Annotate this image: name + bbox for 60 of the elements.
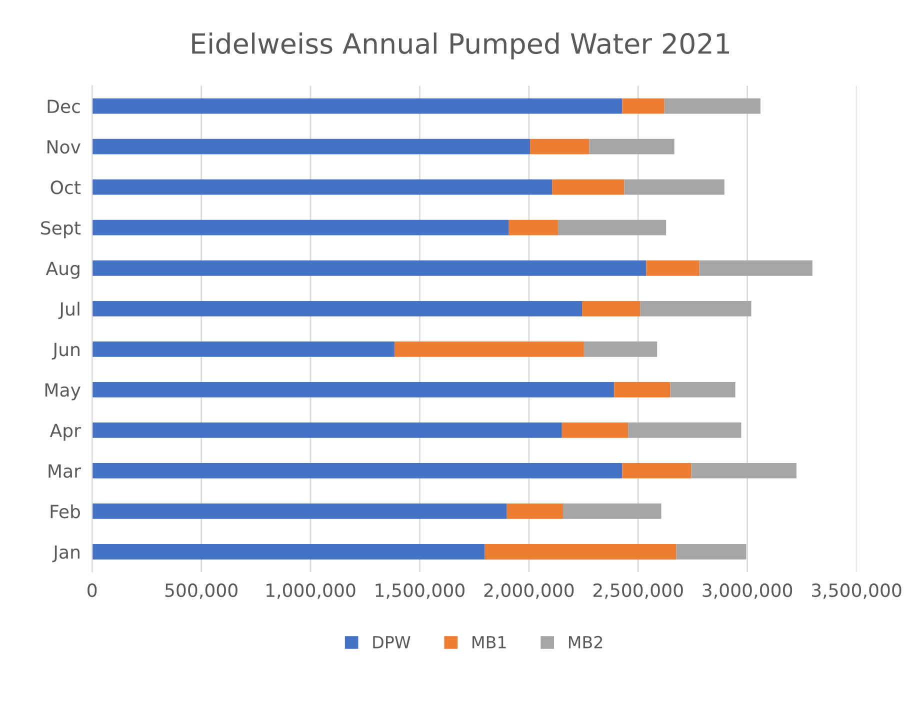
bar — [691, 463, 796, 478]
x-tick-label: 3,500,000 — [812, 583, 902, 599]
bar — [484, 544, 676, 560]
bar — [508, 220, 558, 236]
x-tick-label: 3,000,000 — [702, 583, 792, 599]
bar — [92, 179, 552, 195]
bar — [92, 382, 614, 398]
y-tick-label: Oct — [50, 180, 81, 194]
y-tick-label: May — [45, 383, 80, 400]
y-tick-label: Sept — [41, 221, 81, 238]
y-tick-label: Jul — [58, 302, 80, 320]
legend-label: MB1 — [472, 636, 506, 648]
x-tick-label: 1,500,000 — [376, 583, 464, 599]
x-tick-label: 1,000,000 — [266, 583, 356, 599]
legend-label: MB2 — [568, 636, 602, 648]
bar — [699, 260, 812, 276]
bar — [582, 300, 640, 316]
bar — [622, 98, 664, 114]
chart-title: Eidelweiss Annual Pumped Water 2021 — [192, 32, 730, 60]
y-tick-label: Jun — [52, 342, 80, 360]
bar — [394, 341, 584, 357]
bar — [92, 220, 509, 236]
x-tick-label: 2,500,000 — [594, 583, 683, 599]
y-tick-label: Jan — [52, 545, 80, 562]
bar — [92, 341, 395, 357]
bar — [670, 382, 736, 398]
bar — [92, 422, 562, 438]
y-tick-label: Aug — [46, 262, 80, 279]
x-tick-label: 500,000 — [165, 583, 238, 599]
bar — [530, 138, 590, 154]
y-tick-label: Apr — [50, 424, 81, 441]
bar — [92, 300, 582, 316]
y-tick-label: Mar — [48, 464, 81, 478]
bar — [622, 463, 692, 478]
y-tick-label: Dec — [48, 100, 80, 114]
bar — [92, 138, 530, 154]
bar — [664, 98, 760, 114]
bar — [552, 179, 624, 195]
bar — [624, 179, 724, 195]
bar — [640, 300, 752, 316]
bar — [92, 260, 646, 276]
bar — [506, 504, 563, 519]
bar — [92, 98, 622, 114]
y-tick-label: Nov — [48, 140, 80, 154]
bar — [562, 422, 628, 438]
bar — [92, 504, 507, 519]
x-tick-label: 0 — [88, 583, 97, 598]
bar — [92, 463, 622, 478]
bar — [646, 260, 700, 276]
x-tick-label: 2,000,000 — [484, 583, 574, 599]
bar — [584, 341, 658, 357]
bar — [558, 220, 666, 236]
bar — [676, 544, 746, 560]
bar — [92, 544, 485, 560]
bar — [562, 504, 662, 519]
bar — [589, 138, 674, 154]
bar — [614, 382, 670, 398]
legend-label: DPW — [373, 636, 410, 648]
y-tick-label: Feb — [50, 504, 80, 518]
bar — [628, 422, 742, 438]
